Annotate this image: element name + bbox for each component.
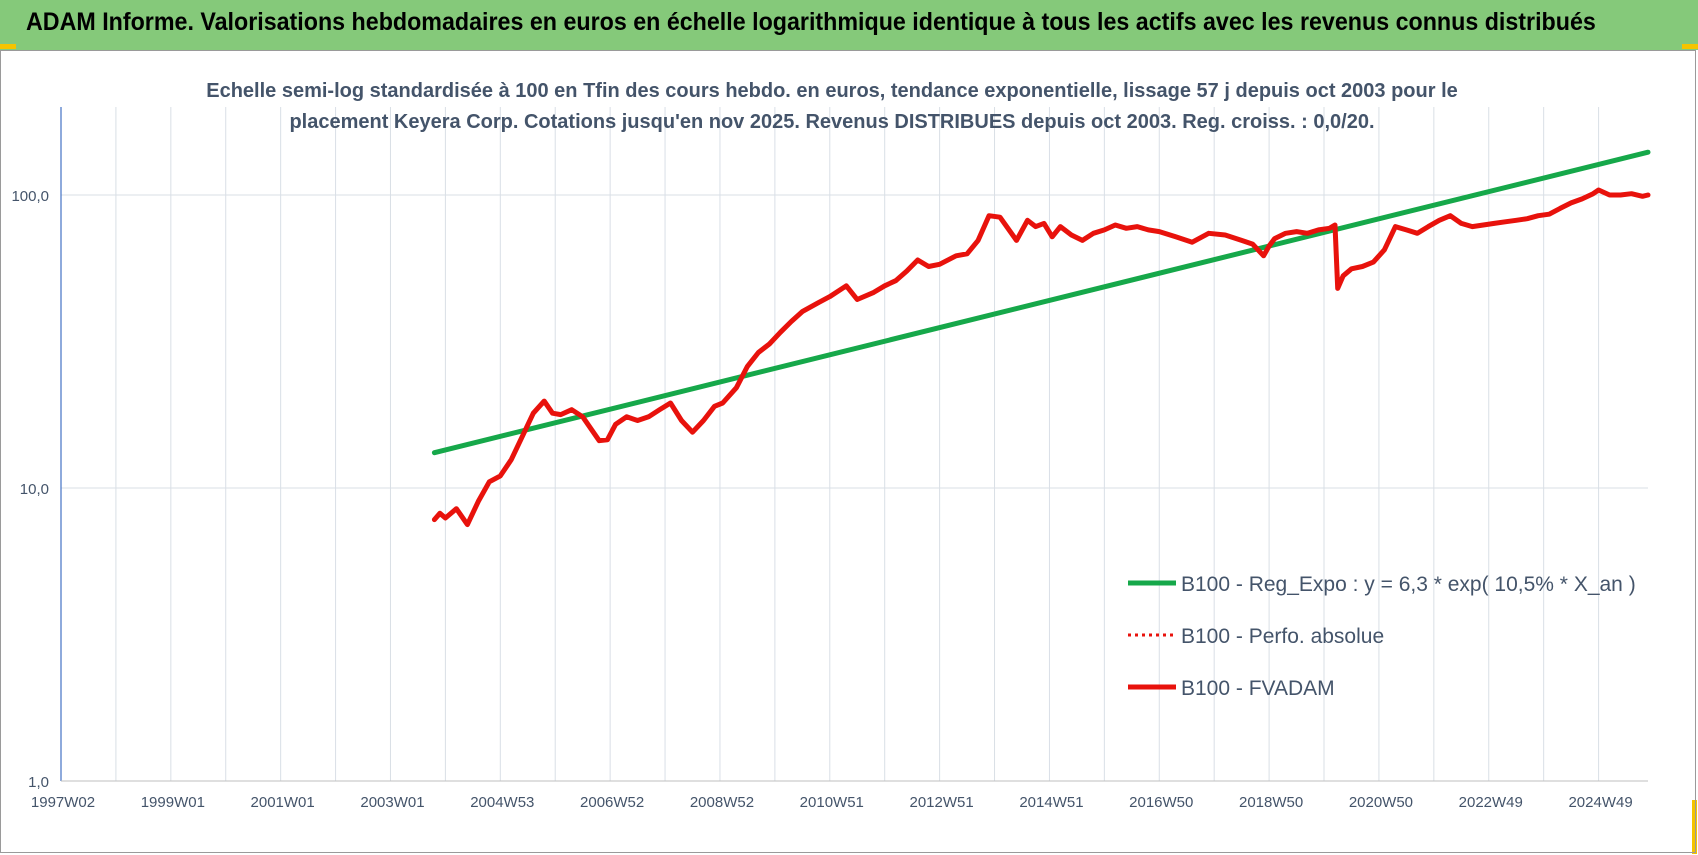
corner-accent-top-right [1682,44,1698,49]
legend-label-2: B100 - FVADAM [1181,677,1335,700]
series-line-0 [431,149,1651,456]
x-tick-label: 2003W01 [360,794,424,811]
x-tick-label: 2018W50 [1239,794,1303,811]
legend: B100 - Reg_Expo : y = 6,3 * exp( 10,5% *… [1128,573,1636,700]
x-tick-label: 2020W50 [1349,794,1413,811]
chart-title-line-2: placement Keyera Corp. Cotations jusqu'e… [289,111,1374,133]
x-tick-label: 1999W01 [141,794,205,811]
x-tick-label: 2010W51 [800,794,864,811]
x-tick-label: 2008W52 [690,794,754,811]
axis-layer: 1,0 10,0 100,0 1997W02 1999W01 2001W01 2003W01… [11,107,1648,811]
x-tick-label: 2016W50 [1129,794,1193,811]
corner-accent-top-left [0,44,16,49]
page-title: ADAM Informe. Valorisations hebdomadaire… [26,8,1596,36]
title-banner: ADAM Informe. Valorisations hebdomadaire… [0,0,1698,50]
x-tick-label: 1997W02 [31,794,95,811]
x-tick-label: 2022W49 [1459,794,1523,811]
x-tick-label: 2006W52 [580,794,644,811]
x-tick-label: 2014W51 [1019,794,1083,811]
y-tick-label: 10,0 [20,481,49,498]
chart-title-line-1: Echelle semi-log standardisée à 100 en T… [206,80,1458,102]
corner-accent-bottom-right [1692,800,1697,854]
legend-label-0: B100 - Reg_Expo : y = 6,3 * exp( 10,5% *… [1181,573,1636,596]
x-tick-label: 2004W53 [470,794,534,811]
legend-label-1: B100 - Perfo. absolue [1181,625,1384,648]
series-line-2 [431,187,1651,528]
x-tick-label: 2012W51 [910,794,974,811]
chart-frame [0,50,1696,853]
x-tick-label: 2001W01 [251,794,315,811]
y-tick-label: 1,0 [28,774,49,791]
x-tick-label: 2024W49 [1568,794,1632,811]
series-layer [431,149,1651,528]
y-tick-label: 100,0 [11,188,49,205]
grid-layer [60,107,1648,782]
